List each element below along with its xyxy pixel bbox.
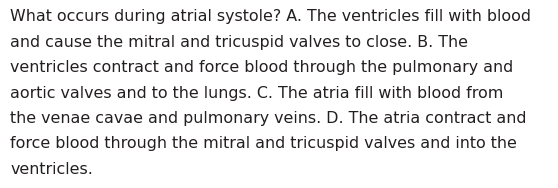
Text: ventricles contract and force blood through the pulmonary and: ventricles contract and force blood thro… bbox=[10, 60, 513, 75]
Text: aortic valves and to the lungs. C. The atria fill with blood from: aortic valves and to the lungs. C. The a… bbox=[10, 86, 503, 101]
Text: the venae cavae and pulmonary veins. D. The atria contract and: the venae cavae and pulmonary veins. D. … bbox=[10, 111, 527, 126]
Text: and cause the mitral and tricuspid valves to close. B. The: and cause the mitral and tricuspid valve… bbox=[10, 35, 468, 50]
Text: force blood through the mitral and tricuspid valves and into the: force blood through the mitral and tricu… bbox=[10, 136, 517, 151]
Text: What occurs during atrial systole? A. The ventricles fill with blood: What occurs during atrial systole? A. Th… bbox=[10, 9, 531, 24]
Text: ventricles.: ventricles. bbox=[10, 162, 93, 177]
